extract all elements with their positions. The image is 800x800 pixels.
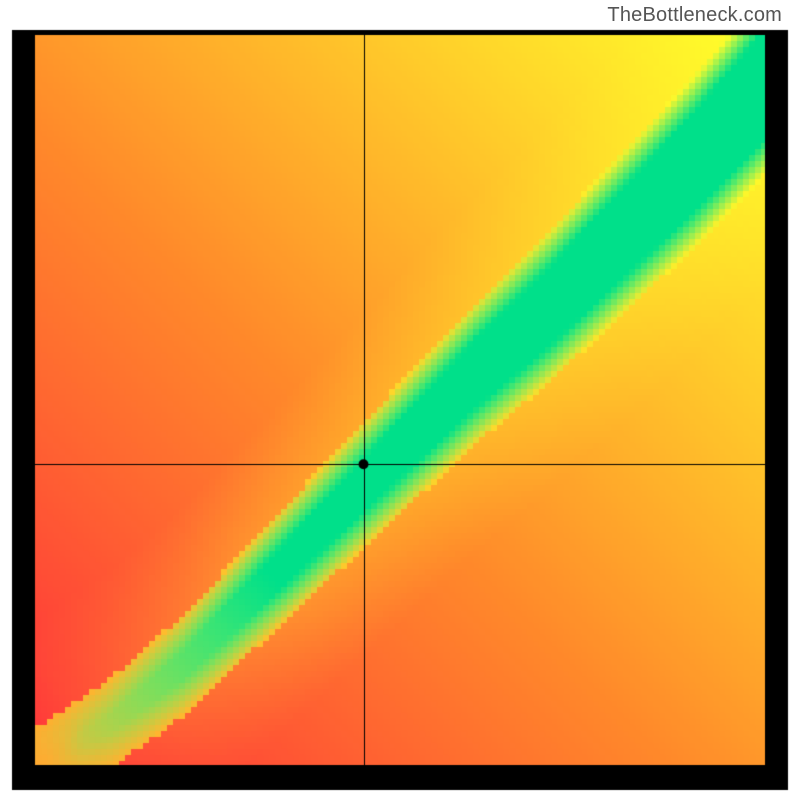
root: TheBottleneck.com — [0, 0, 800, 800]
watermark-text: TheBottleneck.com — [607, 4, 782, 27]
heatmap-canvas — [0, 0, 800, 800]
